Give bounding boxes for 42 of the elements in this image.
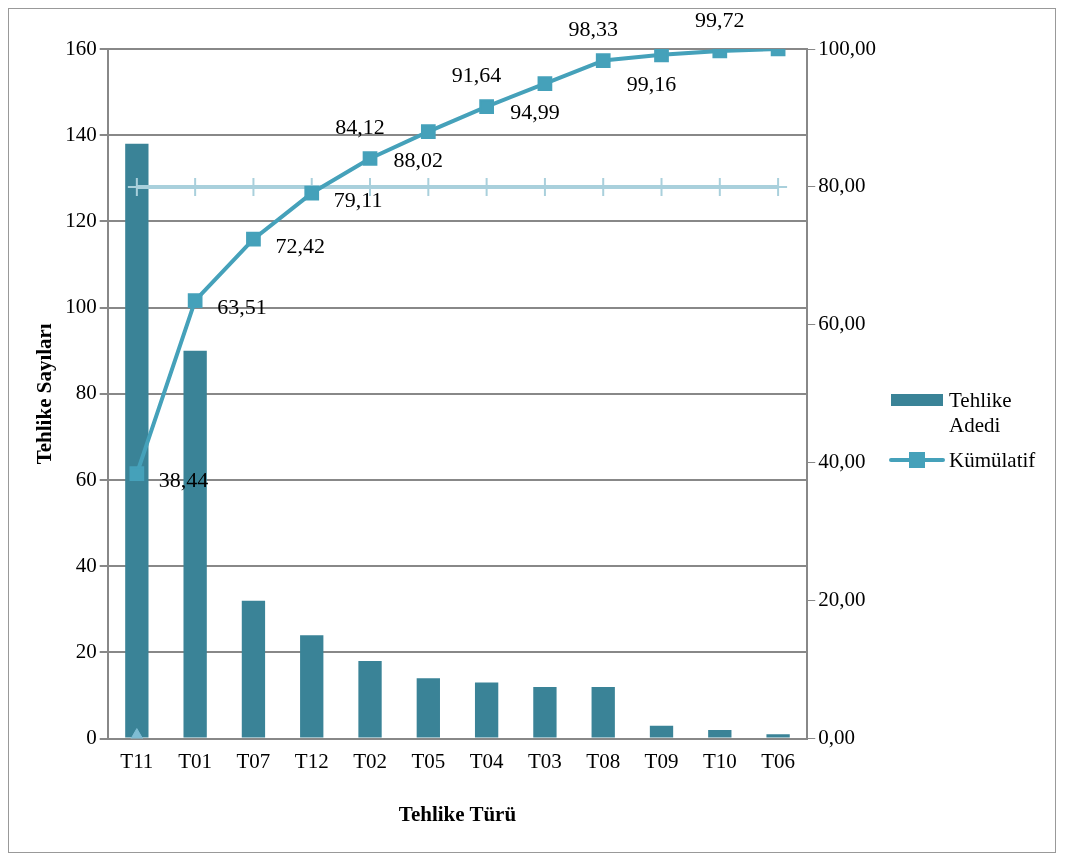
y-tick-label: 120 — [65, 207, 97, 232]
data-label: 94,99 — [510, 99, 560, 125]
x-axis-title: Tehlike Türü — [398, 801, 517, 826]
data-label: 99,16 — [626, 70, 677, 96]
y2-tick-label: 80,00 — [818, 173, 866, 198]
data-label: 98,33 — [568, 16, 618, 42]
legend-label: Kümülatif — [949, 448, 1036, 473]
data-label: 38,44 — [158, 467, 209, 493]
data-label: 72,42 — [275, 232, 325, 258]
y2-tick-label: 20,00 — [818, 587, 866, 612]
y2-tick-label: 0,00 — [818, 725, 855, 750]
y-tick-label: 60 — [75, 466, 97, 491]
x-tick-label: T11 — [120, 748, 154, 773]
y-tick-label: 160 — [65, 35, 97, 60]
x-tick-label: T02 — [353, 748, 387, 773]
y2-tick-label: 100,00 — [818, 35, 876, 60]
y-axis-title: Tehlike Sayıları — [32, 323, 57, 465]
x-tick-label: T07 — [236, 748, 271, 773]
legend-label: Tehlike Adedi — [949, 388, 1013, 438]
x-tick-label: T06 — [761, 748, 796, 773]
y-tick-label: 100 — [65, 294, 97, 319]
x-tick-label: T05 — [411, 748, 446, 773]
y-tick-label: 140 — [65, 121, 97, 146]
data-label: 99,72 — [695, 6, 745, 32]
y2-tick-label: 40,00 — [818, 449, 866, 474]
x-tick-label: T09 — [644, 748, 679, 773]
y-tick-label: 20 — [75, 638, 97, 663]
data-label: 79,11 — [333, 186, 383, 212]
data-label: 84,12 — [335, 114, 385, 140]
x-tick-label: T10 — [702, 748, 737, 773]
x-tick-label: T04 — [469, 748, 505, 773]
data-label: 91,64 — [451, 62, 502, 88]
y-tick-label: 0 — [86, 725, 97, 750]
y-tick-label: 80 — [75, 380, 97, 405]
x-tick-label: T12 — [294, 748, 329, 773]
data-label: 88,02 — [393, 147, 444, 173]
x-tick-label: T01 — [178, 748, 213, 773]
data-label: 63,51 — [217, 294, 267, 320]
x-tick-label: T03 — [528, 748, 562, 773]
y2-tick-label: 60,00 — [818, 311, 866, 336]
y-tick-label: 40 — [75, 552, 97, 577]
x-tick-label: T08 — [586, 748, 621, 773]
